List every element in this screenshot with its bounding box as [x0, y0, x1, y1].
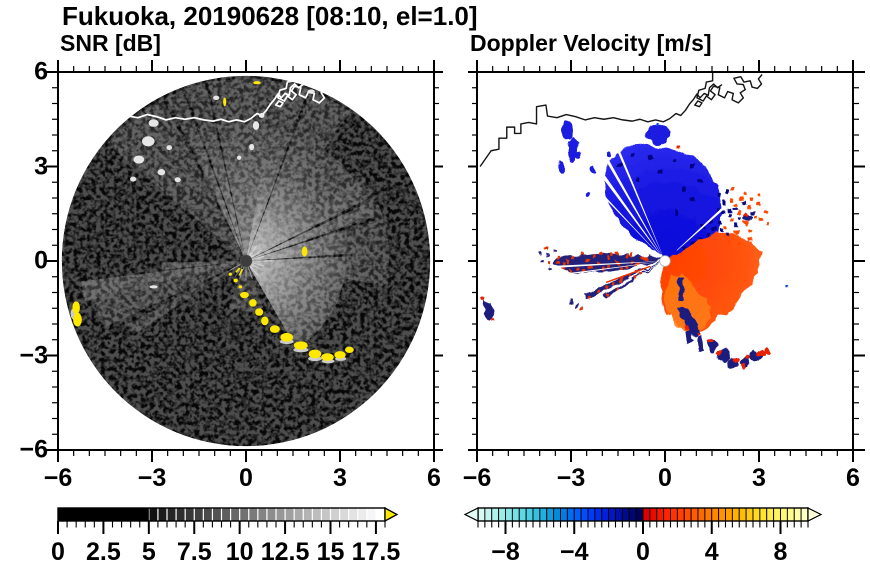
panel-frame-1: [468, 60, 865, 462]
snr-colorbar: [57, 506, 399, 534]
axis-ticks: [468, 60, 865, 462]
snr-colorbar-label: 5: [141, 538, 156, 566]
velocity-colorbar-label: −8: [491, 538, 520, 566]
radar-disk: [61, 75, 431, 447]
snr-panel-title: SNR [dB]: [60, 30, 161, 56]
harbor-outline: [696, 72, 763, 104]
saturated-yellow-clutter: [72, 81, 354, 361]
south-shadow-wedge: [647, 261, 665, 292]
aliased-west-wedge: [534, 249, 665, 312]
thin-red-stripe: [605, 265, 651, 284]
x-tick-label: 6: [427, 464, 441, 492]
snr-colorbar-label: 10: [225, 538, 254, 566]
y-tick-label: −6: [19, 435, 48, 464]
radar-origin: [659, 255, 671, 267]
west-wedge-gaps: [549, 261, 665, 276]
center-starburst: [229, 245, 273, 280]
snr-colorbar-label: 12.5: [260, 538, 310, 566]
x-tick-label: 3: [752, 464, 766, 492]
shadow-wedges: [585, 138, 727, 261]
x-tick-label: −3: [556, 464, 586, 492]
velocity-colorbar-label: 8: [773, 538, 788, 566]
y-tick-label: 6: [34, 57, 48, 86]
harbor-outline-small: [694, 100, 703, 108]
navy-border-strips: [675, 276, 702, 353]
blue-echo-fan: [554, 123, 730, 261]
snr-colorbar-label: 2.5: [86, 538, 121, 566]
y-tick-label: 3: [34, 152, 48, 180]
harbor-outline-small: [274, 100, 284, 108]
velocity-colorbar-label: 0: [636, 538, 650, 566]
velocity-panel-image: [479, 72, 785, 372]
y-tick-label: 0: [34, 246, 48, 275]
snr-panel-image: [61, 75, 431, 447]
velocity-colorbar-label: −4: [559, 538, 589, 566]
x-tick-label: −3: [137, 464, 167, 492]
snr-colorbar-label: 7.5: [176, 538, 212, 566]
x-tick-label: 0: [658, 464, 672, 492]
axis-ticks: [46, 60, 443, 462]
panel-frame-0: [46, 60, 443, 462]
velocity-panel-title: Doppler Velocity [m/s]: [470, 30, 712, 56]
x-tick-label: −6: [462, 464, 492, 492]
velocity-colorbar-label: 4: [704, 538, 719, 566]
white-clutter-spots: [130, 89, 315, 289]
y-tick-label: −3: [19, 341, 48, 369]
snr-colorbar-label: 15: [316, 538, 345, 566]
scattered-echo-patches: [479, 125, 785, 372]
x-tick-label: 3: [333, 464, 347, 492]
x-tick-label: 0: [239, 464, 253, 492]
radar-dome: [239, 254, 253, 268]
snr-colorbar-label: 17.5: [351, 538, 401, 566]
x-tick-label: −6: [43, 464, 73, 492]
red-echo-fan: [658, 189, 767, 353]
snr-colorbar-label: 0: [51, 538, 65, 566]
velocity-colorbar: [463, 507, 823, 534]
figure-title: Fukuoka, 20190628 [08:10, el=1.0]: [62, 1, 478, 31]
x-tick-label: 6: [846, 464, 860, 492]
